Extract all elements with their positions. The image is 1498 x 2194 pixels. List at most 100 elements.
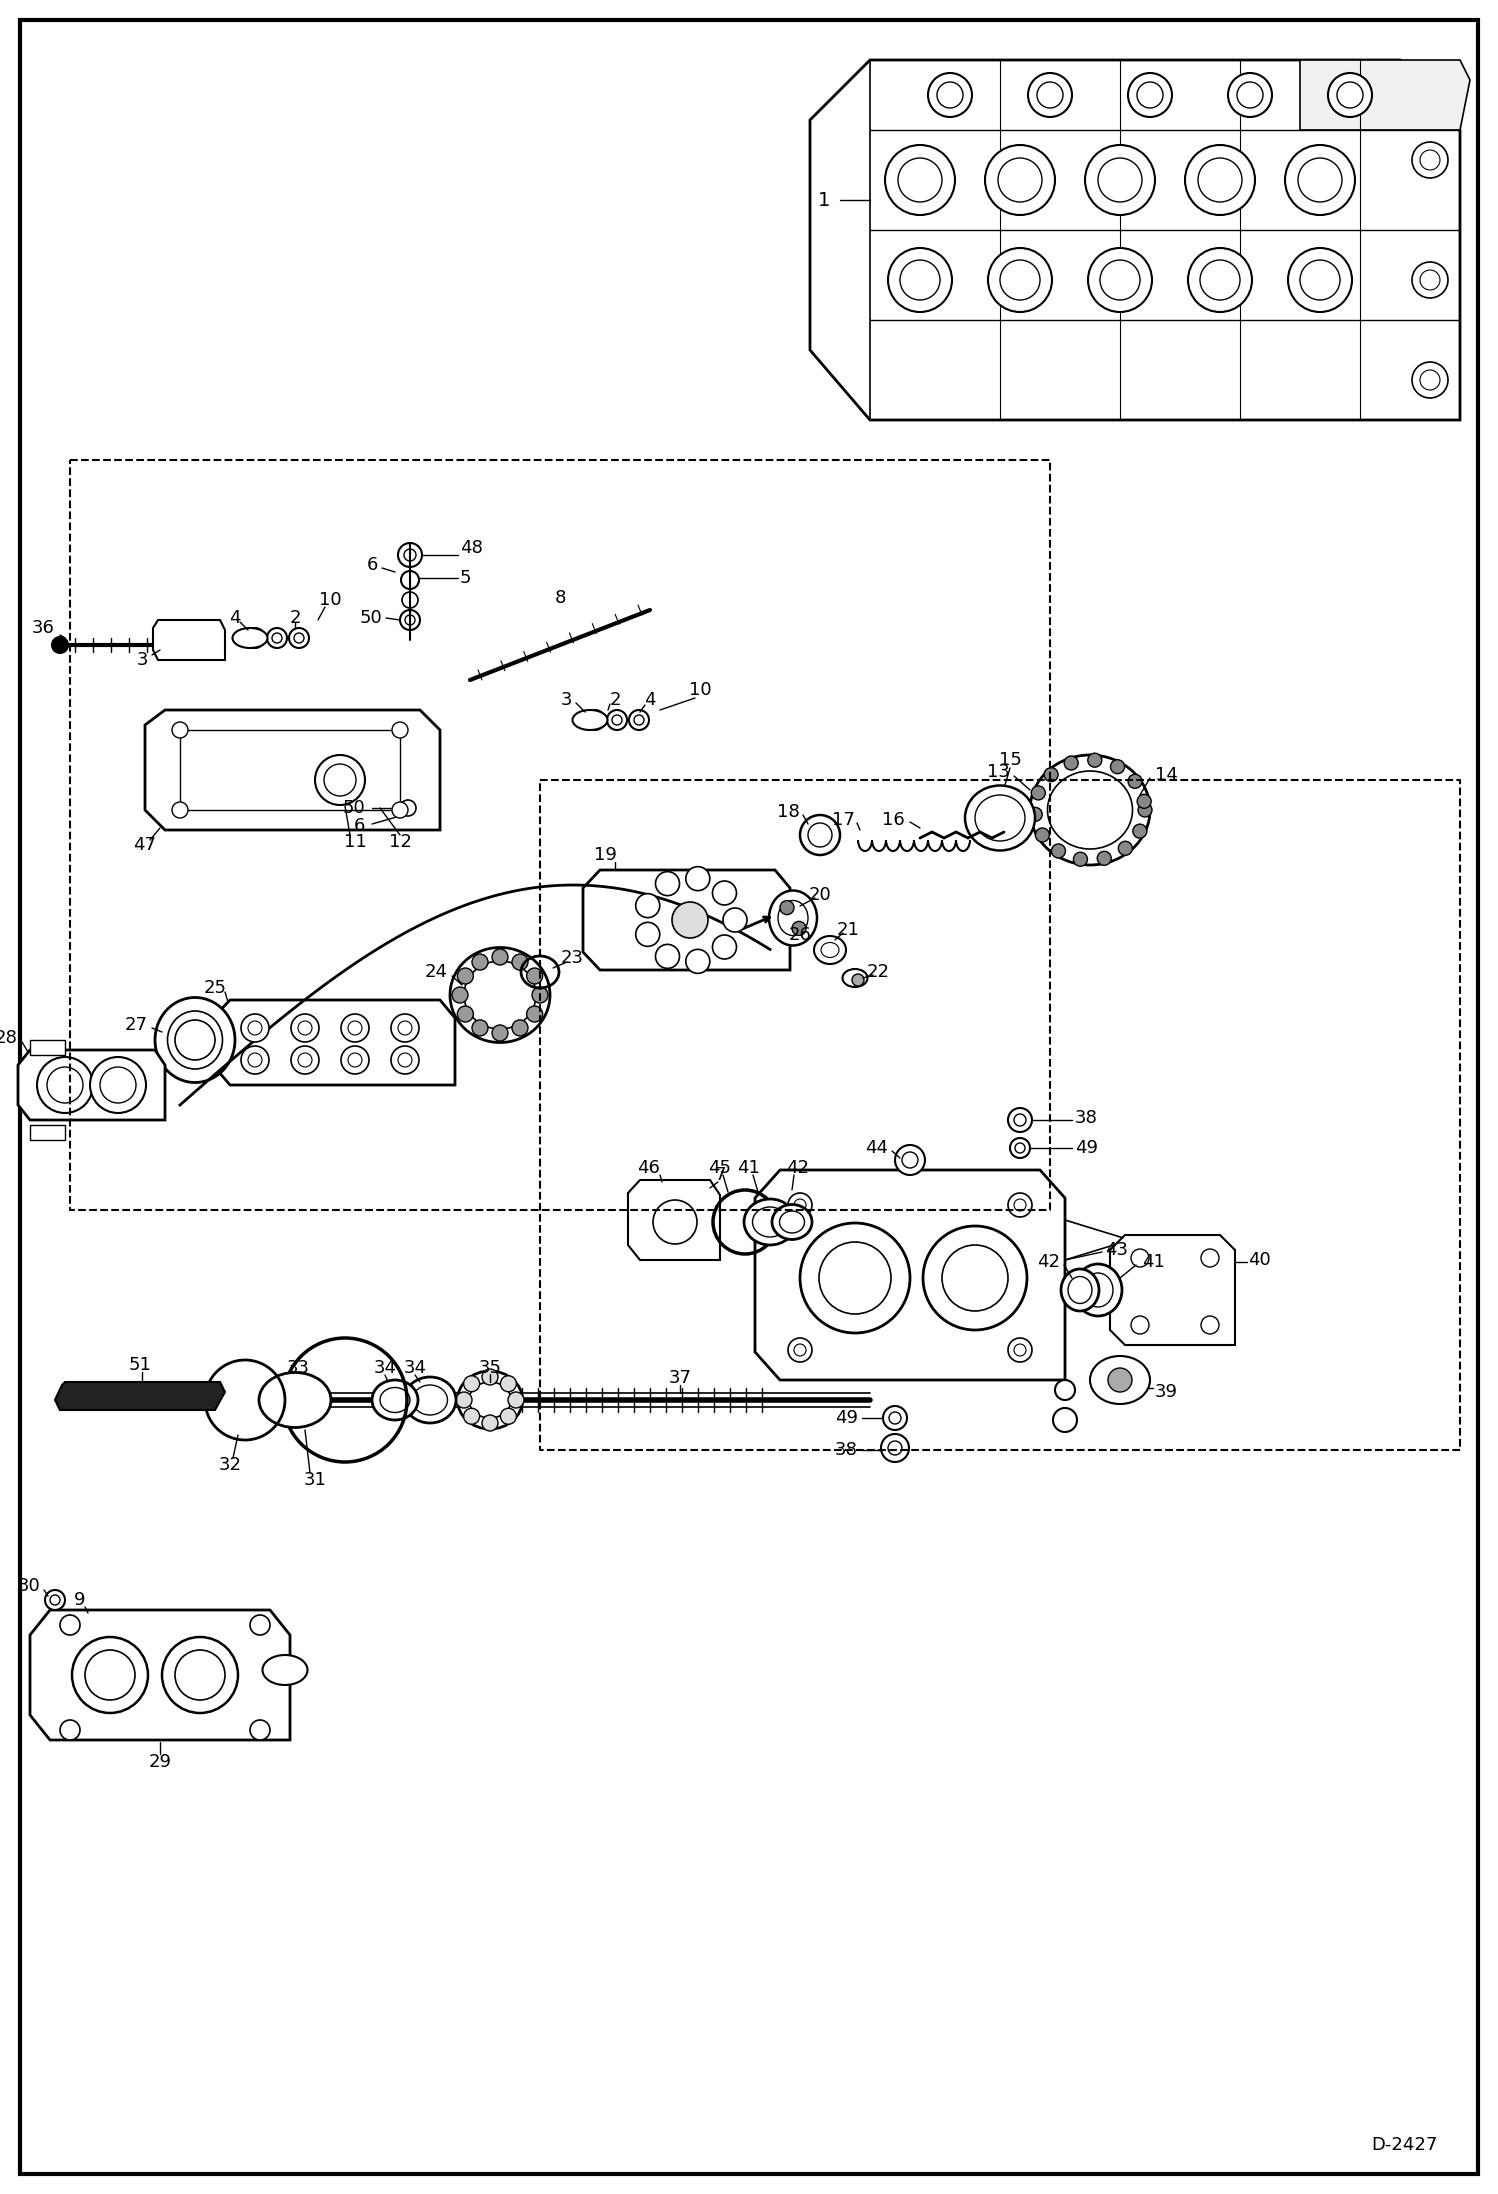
Text: 43: 43 — [1106, 1242, 1128, 1259]
Circle shape — [1413, 362, 1449, 397]
Circle shape — [634, 715, 644, 724]
Circle shape — [398, 1053, 412, 1066]
Circle shape — [1137, 81, 1162, 108]
Circle shape — [788, 1194, 812, 1218]
Circle shape — [1097, 851, 1112, 864]
Text: 11: 11 — [343, 834, 367, 851]
Circle shape — [348, 1053, 363, 1066]
Ellipse shape — [232, 627, 268, 647]
Circle shape — [656, 943, 680, 968]
Circle shape — [404, 614, 415, 625]
Polygon shape — [628, 1180, 721, 1259]
Ellipse shape — [154, 998, 235, 1082]
Circle shape — [1128, 774, 1141, 788]
Text: 3: 3 — [560, 691, 572, 709]
Circle shape — [888, 1441, 902, 1455]
Circle shape — [938, 81, 963, 108]
Ellipse shape — [813, 937, 846, 963]
Text: 41: 41 — [1141, 1253, 1165, 1270]
Circle shape — [894, 1145, 924, 1176]
Text: 45: 45 — [709, 1158, 731, 1176]
Circle shape — [613, 715, 622, 724]
Bar — [180, 731, 400, 810]
Ellipse shape — [779, 1211, 804, 1233]
Circle shape — [1128, 72, 1171, 116]
Text: 1: 1 — [818, 191, 830, 208]
Circle shape — [794, 1345, 806, 1356]
Ellipse shape — [777, 900, 807, 935]
Circle shape — [794, 1198, 806, 1211]
Text: 17: 17 — [831, 812, 855, 829]
Text: 25: 25 — [204, 979, 226, 996]
Circle shape — [1200, 261, 1240, 301]
Text: 28: 28 — [0, 1029, 18, 1047]
Circle shape — [635, 921, 659, 946]
Circle shape — [1297, 158, 1342, 202]
Ellipse shape — [752, 1207, 788, 1237]
Text: 24: 24 — [425, 963, 448, 981]
Ellipse shape — [1047, 770, 1132, 849]
Text: 4: 4 — [229, 610, 241, 627]
Circle shape — [463, 1409, 479, 1424]
Circle shape — [298, 1020, 312, 1036]
Text: 20: 20 — [809, 886, 831, 904]
Text: 2: 2 — [610, 691, 620, 709]
Ellipse shape — [768, 891, 816, 946]
Circle shape — [1138, 803, 1152, 816]
Circle shape — [888, 248, 953, 312]
Ellipse shape — [1074, 1264, 1122, 1316]
Circle shape — [902, 1152, 918, 1167]
Circle shape — [1132, 825, 1147, 838]
Text: 13: 13 — [987, 764, 1010, 781]
Circle shape — [324, 764, 357, 796]
Text: 12: 12 — [388, 834, 412, 851]
Circle shape — [1028, 807, 1043, 821]
Circle shape — [1088, 248, 1152, 312]
Ellipse shape — [1091, 1356, 1150, 1404]
Text: 51: 51 — [129, 1356, 151, 1373]
Circle shape — [241, 1047, 270, 1075]
Text: 42: 42 — [786, 1158, 809, 1176]
Circle shape — [250, 1720, 270, 1740]
Circle shape — [241, 1014, 270, 1042]
Circle shape — [90, 1058, 145, 1112]
Circle shape — [348, 1020, 363, 1036]
Text: 38: 38 — [1076, 1108, 1098, 1128]
Ellipse shape — [449, 948, 550, 1042]
Text: 23: 23 — [560, 950, 584, 968]
Circle shape — [1119, 840, 1132, 856]
Circle shape — [1329, 72, 1372, 116]
Text: 49: 49 — [1076, 1139, 1098, 1156]
Text: 49: 49 — [834, 1409, 858, 1426]
Circle shape — [342, 1047, 369, 1075]
Circle shape — [315, 755, 366, 805]
Circle shape — [1201, 1316, 1219, 1334]
Circle shape — [401, 570, 419, 588]
Circle shape — [267, 627, 288, 647]
Text: D-2427: D-2427 — [1372, 2137, 1438, 2155]
Circle shape — [1098, 158, 1141, 202]
Ellipse shape — [572, 711, 608, 731]
Circle shape — [463, 1376, 479, 1391]
Text: 40: 40 — [1248, 1251, 1270, 1268]
Circle shape — [1131, 1248, 1149, 1266]
Text: 36: 36 — [31, 619, 55, 636]
Text: 19: 19 — [593, 847, 617, 864]
Circle shape — [586, 711, 605, 731]
Circle shape — [172, 722, 189, 737]
Circle shape — [1037, 81, 1064, 108]
Circle shape — [900, 261, 941, 301]
Circle shape — [1001, 261, 1040, 301]
Polygon shape — [755, 1169, 1065, 1380]
Circle shape — [527, 1007, 542, 1022]
Ellipse shape — [821, 943, 839, 957]
Ellipse shape — [469, 1382, 511, 1417]
Circle shape — [942, 1244, 1008, 1312]
Text: 10: 10 — [319, 590, 342, 610]
Circle shape — [250, 1615, 270, 1635]
Text: 39: 39 — [1155, 1382, 1177, 1402]
Ellipse shape — [771, 1205, 812, 1240]
Ellipse shape — [404, 1378, 455, 1424]
Text: 9: 9 — [75, 1591, 85, 1608]
Circle shape — [398, 1020, 412, 1036]
